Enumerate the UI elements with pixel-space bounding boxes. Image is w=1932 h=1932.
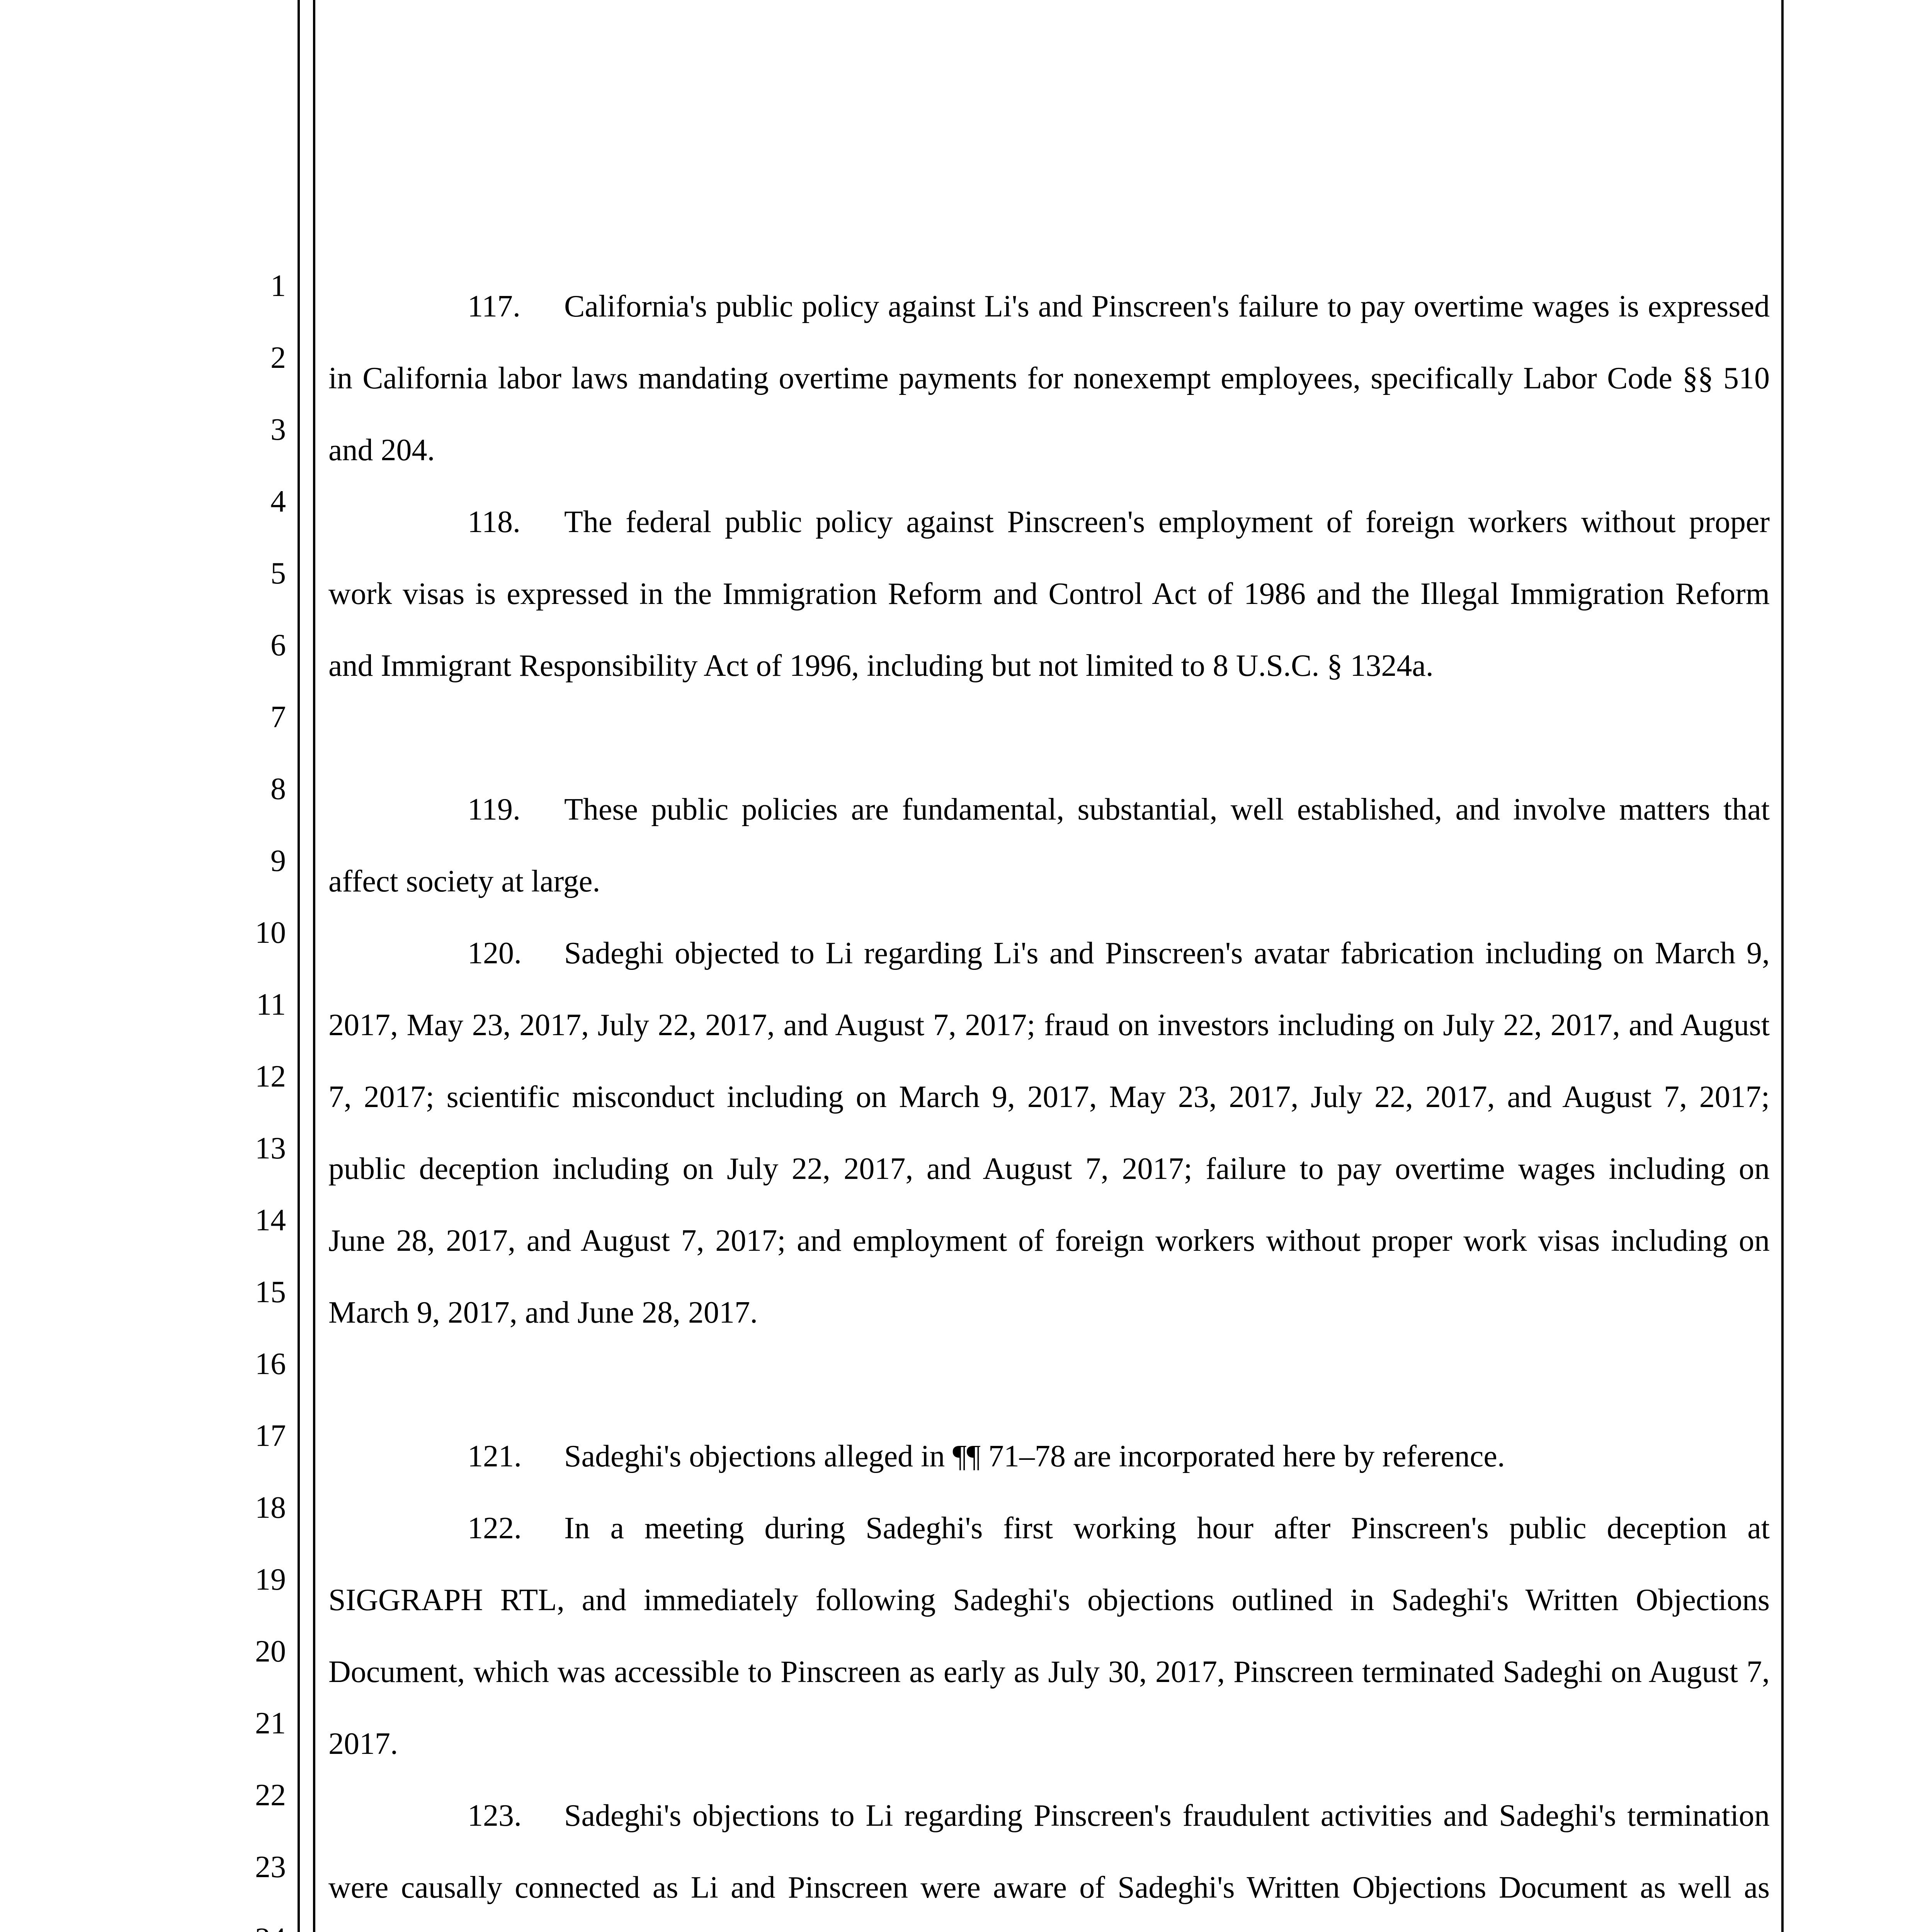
line-number: 8 [193, 774, 286, 804]
line-number: 16 [193, 1349, 286, 1379]
line-number: 18 [193, 1492, 286, 1523]
line-number: 20 [193, 1636, 286, 1667]
line-number: 11 [193, 989, 286, 1020]
paragraph-number: 120. [468, 917, 533, 989]
paragraph-number: 121. [468, 1420, 533, 1492]
paragraph-text: Sadeghi objected to Li regarding Li's an… [328, 936, 1770, 1330]
paragraph-number: 123. [468, 1780, 533, 1852]
paragraph-number: 118. [468, 486, 533, 558]
paragraph: 118. The federal public policy against P… [328, 486, 1770, 774]
pleading-page: 1234567891011121314151617181920212223242… [0, 0, 1932, 1932]
line-number: 6 [193, 630, 286, 661]
line-number: 2 [193, 342, 286, 373]
line-number: 10 [193, 917, 286, 948]
line-number: 1 [193, 270, 286, 301]
paragraph-text: Sadeghi's objections to Li regarding Pin… [328, 1799, 1770, 1932]
line-number: 4 [193, 486, 286, 517]
paragraph-text: These public policies are fundamental, s… [328, 793, 1770, 898]
paragraph-text: In a meeting during Sadeghi's first work… [328, 1511, 1770, 1761]
line-number: 7 [193, 702, 286, 733]
paragraph: 121. Sadeghi's objections alleged in ¶¶ … [328, 1420, 1770, 1492]
vertical-rule-right [1781, 0, 1784, 1932]
line-number: 22 [193, 1780, 286, 1811]
paragraph-number: 117. [468, 270, 533, 342]
paragraph-text: Sadeghi's objections alleged in ¶¶ 71–78… [564, 1439, 1505, 1473]
vertical-rule-left-outer [298, 0, 300, 1932]
paragraph-text: California's public policy against Li's … [328, 289, 1770, 467]
paragraph-number: 122. [468, 1492, 533, 1564]
line-number: 19 [193, 1564, 286, 1595]
paragraph: 119. These public policies are fundament… [328, 774, 1770, 917]
line-number: 13 [193, 1133, 286, 1164]
paragraph: 123. Sadeghi's objections to Li regardin… [328, 1780, 1770, 1932]
line-number: 12 [193, 1061, 286, 1092]
line-number: 14 [193, 1205, 286, 1236]
paragraph: 122. In a meeting during Sadeghi's first… [328, 1492, 1770, 1780]
line-number: 17 [193, 1420, 286, 1451]
line-number: 24 [193, 1923, 286, 1932]
paragraph: 120. Sadeghi objected to Li regarding Li… [328, 917, 1770, 1420]
paragraph-number: 119. [468, 774, 533, 845]
paragraph: 117. California's public policy against … [328, 270, 1770, 486]
vertical-rule-left-inner [313, 0, 315, 1932]
line-number: 23 [193, 1852, 286, 1883]
paragraph-text: The federal public policy against Pinscr… [328, 505, 1770, 683]
line-number: 9 [193, 845, 286, 876]
line-number: 5 [193, 558, 286, 589]
line-number: 21 [193, 1708, 286, 1739]
line-number: 15 [193, 1277, 286, 1308]
line-number: 3 [193, 414, 286, 445]
